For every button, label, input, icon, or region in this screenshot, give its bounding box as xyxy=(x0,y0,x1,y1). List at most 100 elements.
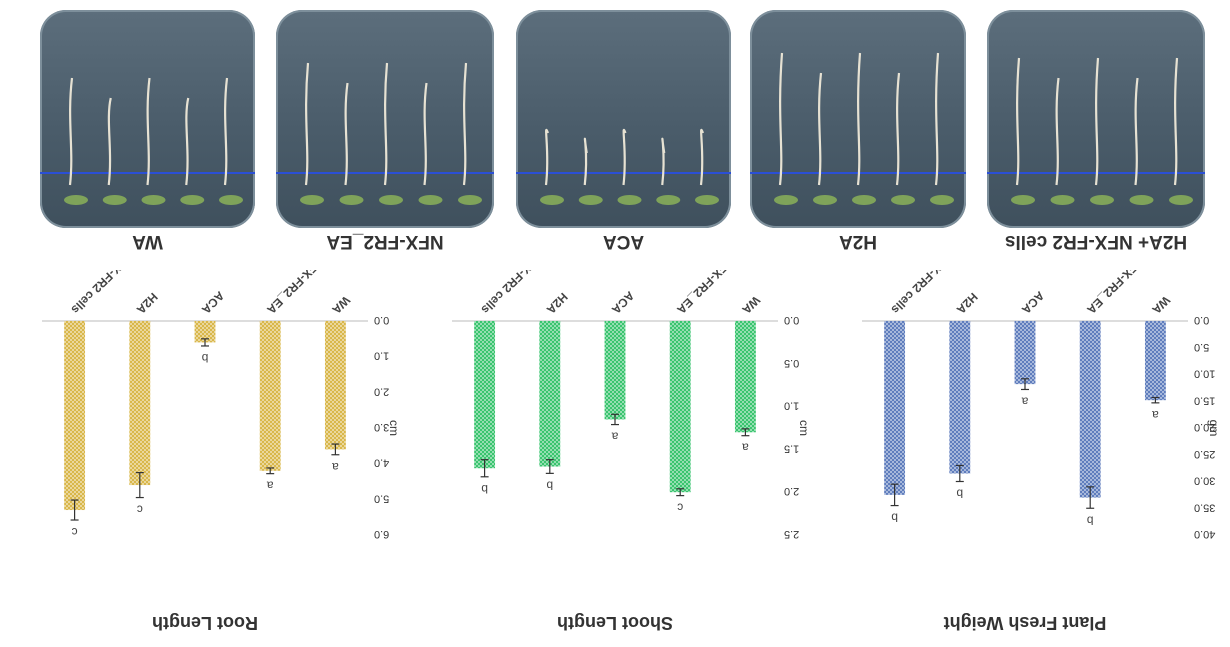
seedling-leaf xyxy=(64,195,88,205)
y-tick-label: 25.0 xyxy=(1194,448,1215,460)
seedling-root xyxy=(223,77,229,186)
chart-svg: 0.0 5.0 10.0 15.0 20.0 25.0 30.0 35.0 40.0 gm a WA b… xyxy=(862,270,1221,633)
seedling-leaf xyxy=(1011,195,1035,205)
chart-group: 0.0 1.0 2.0 3.0 4.0 5.0 6.0 cm a WA a NFX-FR2_EAb AC… xyxy=(42,270,401,633)
seedling-leaf xyxy=(379,195,403,205)
seedling-photo-strip: WA NFX-FR2_EA ACA H2A H2A+ NFX-FR2 cells xyxy=(0,0,1230,270)
significance-letter: b xyxy=(891,511,898,525)
photo-wa xyxy=(40,10,255,228)
seedling-drawing xyxy=(987,57,1205,205)
chart-group: 0.0 0.5 1.0 1.5 2.0 2.5 cm a WA c NFX-FR2_EAa ACA b H… xyxy=(452,270,811,633)
category-label: NFX-FR2_EA xyxy=(674,270,736,317)
significance-letter: a xyxy=(611,430,618,444)
bar xyxy=(64,321,86,511)
seedling-leaf xyxy=(339,195,364,205)
significance-letter: c xyxy=(137,503,143,517)
y-tick-label: 0.0 xyxy=(784,314,799,326)
bar xyxy=(1079,321,1101,498)
y-axis-label: cm xyxy=(387,420,401,436)
bar xyxy=(129,321,151,486)
seedling-root xyxy=(146,77,151,186)
y-tick-label: 35.0 xyxy=(1194,501,1215,513)
y-tick-label: 4.0 xyxy=(374,457,389,469)
seedling-leaf xyxy=(418,195,443,205)
bar xyxy=(669,321,691,493)
significance-letter: b xyxy=(1087,513,1094,527)
significance-letter: c xyxy=(677,501,683,515)
significance-letter: a xyxy=(267,479,274,493)
y-tick-label: 0.0 xyxy=(374,314,389,326)
seedling-root xyxy=(344,82,349,186)
seedling-leaf xyxy=(578,195,603,205)
bar xyxy=(734,321,756,433)
bar xyxy=(1144,321,1166,401)
photo-nfx-fr2-ea xyxy=(276,10,494,228)
photo-label-h2a-nfx-fr2-cells: H2A+ NFX-FR2 cells xyxy=(1004,231,1188,252)
bar xyxy=(259,321,281,471)
seedling-root xyxy=(1134,77,1139,186)
significance-letter: a xyxy=(1021,394,1028,408)
y-tick-label: 5.0 xyxy=(1194,341,1209,353)
seedling-root xyxy=(383,62,389,186)
significance-letter: b xyxy=(546,478,553,492)
seedling-root xyxy=(622,129,627,186)
y-tick-label: 0.5 xyxy=(784,357,799,369)
seedling-root xyxy=(107,97,112,186)
seedling-root xyxy=(934,52,940,186)
y-tick-label: 5.0 xyxy=(374,492,389,504)
seedling-root xyxy=(661,137,666,186)
bar xyxy=(884,321,906,495)
chart-svg: 0.0 1.0 2.0 3.0 4.0 5.0 6.0 cm a WA a NFX-FR2_EAb AC… xyxy=(42,270,401,633)
significance-letter: b xyxy=(481,482,488,496)
seedling-root xyxy=(1094,57,1100,186)
seedling-root xyxy=(185,97,190,186)
y-axis-label: gm xyxy=(1207,420,1221,437)
chart-title: Plant Fresh Weight xyxy=(944,613,1107,633)
seedling-root xyxy=(68,77,74,186)
bar xyxy=(324,321,346,450)
significance-letter: b xyxy=(956,487,963,501)
seedling-leaf xyxy=(1090,195,1114,205)
bar xyxy=(1014,321,1036,385)
plant-fresh-weight-chart: 0.0 5.0 10.0 15.0 20.0 25.0 30.0 35.0 40.0 gm a WA b… xyxy=(820,270,1230,647)
seedling-leaf xyxy=(813,195,837,205)
chart-title: Root Length xyxy=(152,613,258,633)
seedling-drawing xyxy=(750,52,966,205)
seedling-root xyxy=(817,72,823,186)
seedling-root xyxy=(856,52,862,186)
y-tick-label: 0.0 xyxy=(1194,314,1209,326)
photo-label-wa: WA xyxy=(132,231,163,252)
seedling-leaf xyxy=(180,195,205,205)
seedling-root xyxy=(1055,77,1060,186)
seedling-leaf xyxy=(1129,195,1154,205)
seedling-leaf xyxy=(141,195,166,205)
seedling-root xyxy=(1173,57,1179,186)
seedling-leaf xyxy=(540,195,564,205)
bar xyxy=(474,321,496,469)
category-label: WA xyxy=(739,293,763,317)
seedling-root xyxy=(304,62,310,186)
significance-letter: c xyxy=(72,525,78,539)
seedling-leaf xyxy=(219,195,243,205)
significance-letter: a xyxy=(742,441,749,455)
photo-label-h2a: H2A xyxy=(839,231,878,252)
y-tick-label: 1.5 xyxy=(784,442,799,454)
y-tick-label: 2.5 xyxy=(784,528,799,540)
y-tick-label: 30.0 xyxy=(1194,475,1215,487)
seedling-leaf xyxy=(656,195,681,205)
photo-h2a-nfx-fr2-cells xyxy=(987,10,1205,228)
seedling-root xyxy=(1015,57,1021,186)
chart-title: Shoot Length xyxy=(557,613,673,633)
seedling-root xyxy=(895,72,901,186)
seedling-leaf xyxy=(891,195,915,205)
seedling-leaf xyxy=(774,195,798,205)
bar xyxy=(604,321,626,420)
y-tick-label: 1.0 xyxy=(784,400,799,412)
seedling-root xyxy=(583,137,588,186)
seedling-root xyxy=(699,129,705,186)
y-tick-label: 6.0 xyxy=(374,528,389,540)
significance-letter: a xyxy=(332,460,339,474)
chart-svg: 0.0 0.5 1.0 1.5 2.0 2.5 cm a WA c NFX-FR2_EAa ACA b H… xyxy=(452,270,811,633)
chart-group: 0.0 5.0 10.0 15.0 20.0 25.0 30.0 35.0 40.0 gm a WA b… xyxy=(862,270,1221,633)
category-label: H2A xyxy=(133,290,160,317)
